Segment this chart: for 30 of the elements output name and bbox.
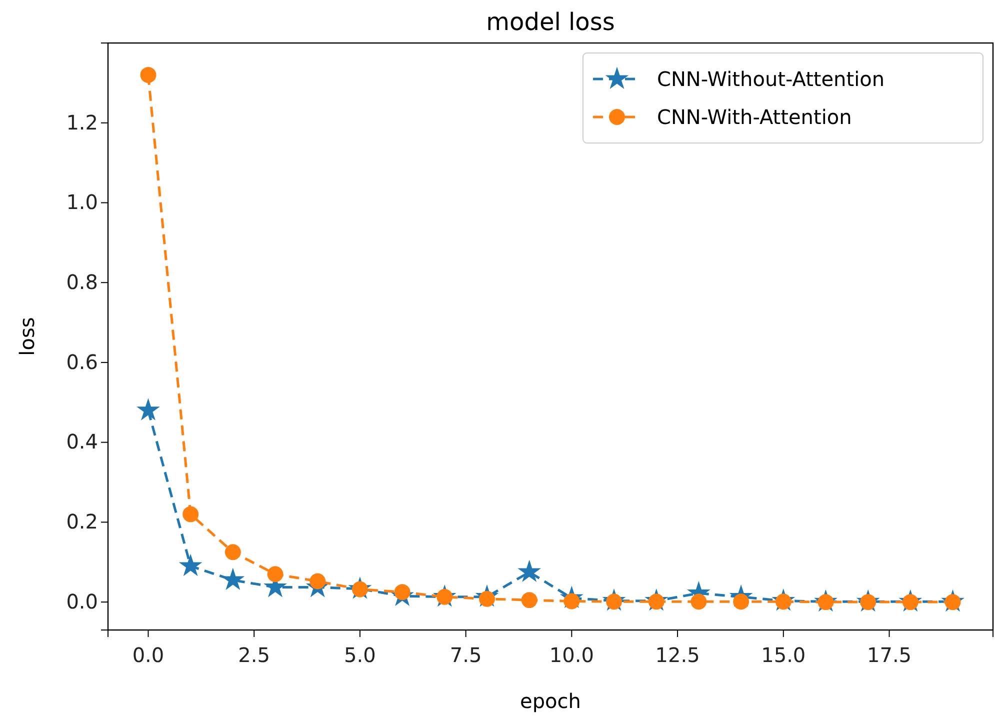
y-tick-label: 0.2: [66, 510, 98, 534]
x-tick-label: 2.5: [238, 643, 270, 667]
point: [267, 566, 284, 582]
point: [224, 544, 241, 560]
x-axis-title: epoch: [520, 689, 581, 713]
point: [521, 592, 538, 608]
point: [136, 398, 160, 420]
legend-label: CNN-With-Attention: [657, 105, 852, 129]
x-tick-label: 17.5: [866, 643, 912, 667]
y-tick-label: 0.4: [66, 430, 98, 454]
y-axis-title: loss: [15, 317, 39, 356]
x-tick-label: 0.0: [132, 643, 164, 667]
y-tick-label: 0.0: [66, 589, 98, 614]
x-tick-label: 5.0: [344, 643, 376, 667]
y-tick-label: 0.6: [66, 350, 98, 374]
point: [690, 594, 707, 610]
point: [182, 506, 199, 522]
x-tick-label: 12.5: [655, 643, 700, 667]
point: [178, 554, 202, 576]
y-tick-label: 1.0: [66, 190, 98, 214]
x-tick-label: 10.0: [549, 643, 594, 667]
chart-title: model loss: [486, 8, 615, 36]
point: [518, 560, 542, 582]
y-tick-label: 0.8: [66, 270, 98, 294]
legend-label: CNN-Without-Attention: [657, 67, 885, 91]
y-tick-label: 1.2: [66, 110, 98, 134]
x-tick-label: 15.0: [761, 643, 806, 667]
x-tick-label: 7.5: [450, 643, 482, 667]
point: [140, 66, 156, 83]
point: [310, 573, 326, 590]
